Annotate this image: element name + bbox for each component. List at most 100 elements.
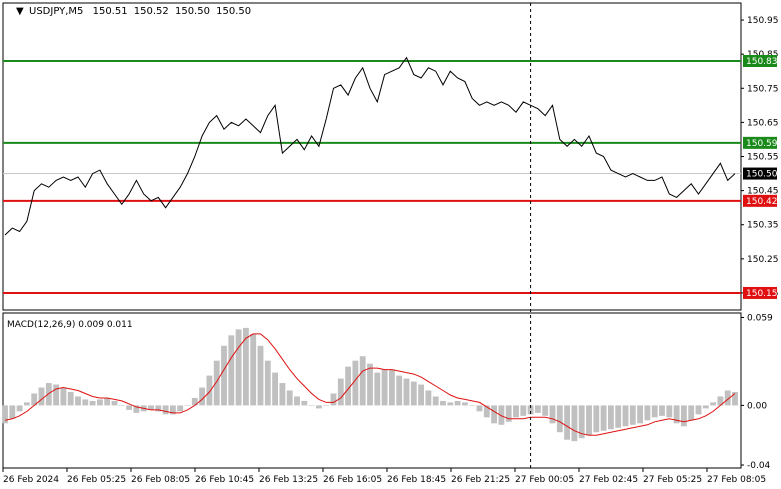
macd-bar bbox=[301, 400, 308, 406]
time-tick-label: 27 Feb 05:25 bbox=[643, 475, 702, 485]
macd-bar bbox=[169, 405, 176, 415]
macd-bar bbox=[695, 405, 702, 415]
macd-bar bbox=[629, 405, 636, 425]
time-tick-label: 27 Feb 00:05 bbox=[515, 475, 574, 485]
macd-tick-label: 0.00 bbox=[747, 401, 767, 411]
macd-bar bbox=[148, 405, 154, 410]
macd-bar bbox=[257, 345, 264, 406]
macd-bar bbox=[45, 383, 52, 406]
price-panel bbox=[2, 2, 742, 311]
time-tick-label: 26 Feb 21:25 bbox=[451, 475, 510, 485]
macd-bar bbox=[126, 405, 133, 410]
collapse-arrow-icon[interactable]: ▼ bbox=[16, 6, 24, 17]
macd-bar bbox=[67, 391, 74, 406]
macd-bar bbox=[31, 393, 38, 406]
macd-bar bbox=[732, 391, 738, 406]
macd-bar bbox=[337, 378, 344, 406]
time-tick-label: 26 Feb 13:25 bbox=[259, 475, 318, 485]
level-label-box bbox=[743, 54, 777, 67]
macd-bar bbox=[155, 405, 162, 412]
current-price-box bbox=[743, 167, 777, 180]
macd-bar bbox=[177, 405, 184, 412]
time-tick-label: 27 Feb 02:45 bbox=[579, 475, 638, 485]
macd-bar bbox=[23, 402, 30, 406]
macd-bar bbox=[104, 397, 111, 406]
macd-bar bbox=[542, 405, 549, 416]
macd-bar bbox=[600, 405, 607, 431]
macd-bar bbox=[637, 405, 644, 424]
macd-bar bbox=[666, 405, 673, 418]
macd-bar bbox=[235, 329, 242, 406]
macd-bar bbox=[213, 360, 220, 406]
macd-bar bbox=[527, 405, 534, 415]
macd-bar bbox=[469, 405, 476, 406]
macd-bar bbox=[432, 396, 439, 406]
macd-bar bbox=[118, 405, 125, 406]
macd-bar bbox=[53, 384, 60, 406]
macd-bar bbox=[75, 396, 81, 406]
macd-bar bbox=[323, 405, 330, 406]
macd-bar bbox=[724, 390, 731, 406]
macd-bar bbox=[89, 400, 96, 406]
macd-bar bbox=[418, 384, 425, 406]
price-tick-label: 150.75 bbox=[747, 84, 779, 94]
macd-bar bbox=[228, 335, 235, 406]
macd-bar bbox=[461, 402, 468, 406]
macd-bar bbox=[96, 399, 103, 406]
macd-bar bbox=[534, 405, 541, 413]
macd-bar bbox=[425, 390, 432, 406]
macd-bar bbox=[513, 405, 519, 418]
macd-bar bbox=[133, 405, 140, 413]
macd-bar bbox=[374, 372, 381, 406]
macd-bar bbox=[571, 405, 578, 442]
macd-bar bbox=[578, 405, 585, 439]
macd-bar bbox=[272, 372, 279, 406]
level-label: 150.59 bbox=[746, 139, 778, 149]
macd-bar bbox=[717, 396, 724, 406]
macd-bar bbox=[308, 405, 315, 406]
time-axis: 26 Feb 2024 26 Feb 05:25 26 Feb 08:05 26 Fe… bbox=[2, 468, 766, 485]
macd-bar bbox=[520, 405, 527, 416]
macd-bar bbox=[659, 405, 665, 416]
macd-bar bbox=[162, 405, 169, 415]
macd-bar bbox=[16, 405, 23, 412]
macd-bar bbox=[498, 405, 505, 425]
price-levels bbox=[3, 59, 741, 294]
macd-bar bbox=[593, 405, 600, 433]
macd-bar bbox=[396, 375, 403, 406]
macd-bar bbox=[286, 390, 293, 406]
macd-bar bbox=[454, 400, 461, 406]
level-label-box bbox=[743, 136, 777, 149]
price-line bbox=[4, 56, 736, 236]
macd-bar bbox=[410, 381, 417, 406]
macd-bar bbox=[702, 405, 709, 409]
macd-bar bbox=[680, 405, 687, 427]
level-label: 150.15 bbox=[746, 289, 778, 299]
price-tick-label: 150.95 bbox=[747, 16, 779, 26]
macd-bar bbox=[688, 405, 695, 421]
macd-tick-label: 0.059 bbox=[747, 313, 773, 323]
price-tick-label: 150.55 bbox=[747, 153, 779, 163]
macd-bar bbox=[250, 333, 257, 406]
level-label-box bbox=[743, 286, 777, 299]
level-label-box bbox=[743, 194, 777, 207]
macd-bar bbox=[264, 360, 271, 406]
macd-bar bbox=[315, 405, 322, 409]
macd-bar bbox=[505, 405, 512, 422]
macd-bar bbox=[199, 387, 206, 406]
macd-bar bbox=[352, 360, 359, 406]
macd-tick-label: -0.04 bbox=[747, 461, 771, 471]
macd-bar bbox=[586, 405, 592, 436]
price-tick-label: 150.35 bbox=[747, 221, 779, 231]
macd-bar bbox=[221, 345, 227, 406]
macd-bar bbox=[330, 393, 337, 406]
macd-axis: 0.059 0.00 -0.04 bbox=[741, 313, 773, 471]
time-tick-label: 26 Feb 05:25 bbox=[67, 475, 126, 485]
macd-bar bbox=[111, 400, 118, 406]
macd-bar bbox=[644, 405, 651, 421]
macd-bar bbox=[206, 375, 213, 406]
level-label: 150.42 bbox=[746, 197, 778, 207]
time-tick-label: 26 Feb 18:45 bbox=[387, 475, 446, 485]
chart-title: USDJPY,M5 150.51 150.52 150.50 150.50 bbox=[29, 6, 251, 17]
